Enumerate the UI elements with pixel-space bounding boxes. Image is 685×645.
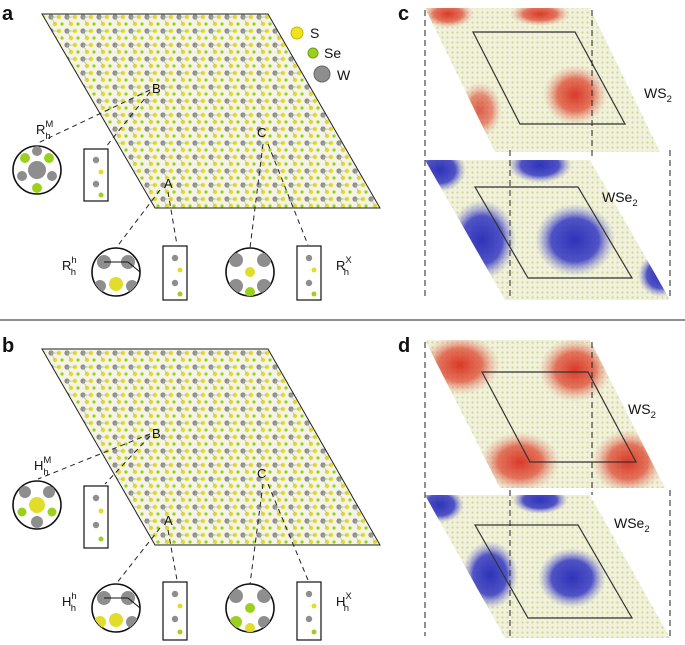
leader-line bbox=[37, 89, 151, 144]
inset-circle-hhx bbox=[225, 583, 275, 633]
panel-label-a: a bbox=[2, 3, 14, 25]
panel-label-b: b bbox=[2, 335, 14, 357]
map-ws2-c bbox=[425, 8, 660, 152]
panel-label-c: c bbox=[398, 3, 409, 25]
leader-line bbox=[115, 189, 161, 249]
stacking-label-rhh: Rh h bbox=[62, 255, 77, 278]
legend-s-dot bbox=[290, 26, 304, 40]
inset-circle-rhh bbox=[91, 247, 141, 297]
leader-line bbox=[104, 91, 151, 149]
panel-label-d: d bbox=[398, 335, 410, 357]
lattice-a bbox=[41, 13, 381, 209]
leader-line bbox=[267, 143, 309, 246]
side-view-box bbox=[296, 581, 322, 641]
site-c-label-b: C bbox=[257, 466, 266, 481]
legend-se-dot bbox=[307, 47, 319, 59]
side-view-box bbox=[162, 245, 188, 301]
inset-circle-rhm bbox=[12, 145, 62, 195]
legend: S Se W bbox=[290, 25, 351, 83]
panel-c: c WS2 WSe2 bbox=[398, 3, 672, 300]
stacking-label-hhh: Hh h bbox=[62, 591, 77, 614]
side-view-box bbox=[296, 245, 322, 301]
leader-line bbox=[249, 483, 264, 585]
panel-a: a S Se W B C A bbox=[2, 3, 381, 301]
side-view-box bbox=[162, 581, 188, 641]
lattice-b bbox=[41, 348, 381, 546]
legend-s-label: S bbox=[310, 25, 319, 41]
stacking-label-hhx: HX h bbox=[336, 591, 352, 614]
stacking-label-rhm: RM h bbox=[36, 119, 53, 142]
panel-b: b B C A bbox=[2, 335, 381, 641]
inset-circle-hhh bbox=[91, 583, 141, 633]
site-a-label-b: A bbox=[164, 513, 173, 528]
leader-line bbox=[115, 527, 161, 585]
stacking-label-rhx: RX h bbox=[336, 255, 352, 278]
layer-label-wse2-c: WSe2 bbox=[602, 189, 638, 209]
legend-se-label: Se bbox=[324, 45, 341, 61]
layer-label-ws2-c: WS2 bbox=[644, 85, 672, 105]
map-wse2-c bbox=[425, 160, 670, 300]
site-a-label-a: A bbox=[164, 176, 173, 191]
inset-circle-hhm bbox=[12, 480, 62, 530]
map-wse2-d bbox=[425, 495, 670, 638]
site-c-label-a: C bbox=[257, 125, 266, 140]
leader-line bbox=[104, 435, 151, 485]
panel-d: d WS2 WSe2 bbox=[398, 335, 671, 640]
inset-circle-rhx bbox=[225, 247, 275, 297]
legend-w-dot bbox=[313, 65, 331, 83]
layer-label-wse2-d: WSe2 bbox=[614, 515, 650, 535]
legend-w-label: W bbox=[337, 67, 351, 83]
stacking-label-hhm: HM h bbox=[34, 455, 51, 478]
site-b-label-a: B bbox=[152, 81, 161, 96]
site-b-label-b: B bbox=[152, 426, 161, 441]
leader-line bbox=[37, 433, 151, 480]
layer-label-ws2-d: WS2 bbox=[628, 401, 656, 421]
